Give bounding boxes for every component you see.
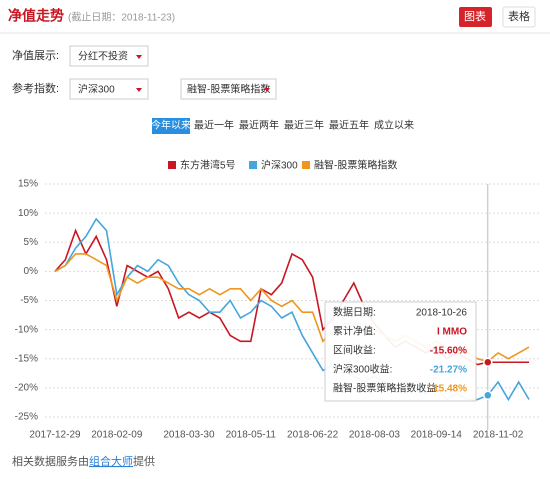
x-tick-label: 2018-06-22 bbox=[287, 430, 339, 441]
index-select-2[interactable] bbox=[180, 78, 277, 100]
y-tick-label: 0% bbox=[24, 266, 39, 277]
tooltip-value: -15.60% bbox=[430, 346, 467, 357]
legend-label: 融智-股票策略指数 bbox=[314, 159, 397, 172]
footer-text: 相关数据服务由组合大师提供 bbox=[12, 454, 155, 468]
y-tick-label: 15% bbox=[18, 179, 38, 190]
x-tick-label: 2017-12-29 bbox=[29, 430, 81, 441]
title: 净值走势 bbox=[8, 8, 64, 24]
tooltip-key: 累计净值: bbox=[333, 325, 376, 338]
y-tick-label: -10% bbox=[15, 324, 38, 335]
tooltip-value: -15.48% bbox=[430, 384, 467, 395]
x-tick-label: 2018-02-09 bbox=[91, 430, 143, 441]
y-tick-label: 5% bbox=[24, 237, 39, 248]
tooltip-value: 2018-10-26 bbox=[416, 308, 468, 319]
index-value-2[interactable]: 融智-股票策略指数 bbox=[187, 83, 270, 96]
footer-text-2: 提供 bbox=[133, 454, 155, 468]
tab[interactable]: 今年以来 bbox=[151, 119, 191, 132]
hover-dot bbox=[483, 357, 493, 367]
x-tick-label: 2018-05-11 bbox=[226, 430, 277, 441]
tooltip-key: 数据日期: bbox=[333, 306, 376, 319]
display-value[interactable]: 分红不投资 bbox=[78, 50, 128, 63]
hover-dot bbox=[483, 390, 493, 401]
y-tick-label: -15% bbox=[15, 353, 38, 364]
tooltip bbox=[324, 301, 477, 402]
tooltip-key: 沪深300收益: bbox=[333, 363, 392, 376]
tab[interactable]: 最近两年 bbox=[239, 119, 279, 132]
index-value[interactable]: 沪深300 bbox=[78, 83, 115, 96]
y-tick-label: 10% bbox=[18, 208, 38, 219]
legend-label: 东方港湾5号 bbox=[180, 159, 236, 172]
tooltip-value: I MMO bbox=[437, 327, 467, 338]
y-tick-label: -20% bbox=[15, 383, 38, 394]
index-label: 参考指数: bbox=[12, 81, 59, 95]
tooltip-value: -21.27% bbox=[430, 365, 467, 376]
y-tick-label: -5% bbox=[20, 295, 38, 306]
table-button-label[interactable]: 表格 bbox=[508, 9, 530, 23]
y-tick-label: -25% bbox=[15, 412, 38, 423]
caret bbox=[264, 88, 270, 92]
tab[interactable]: 成立以来 bbox=[374, 119, 414, 132]
date-note: (截止日期：2018-11-23) bbox=[68, 11, 175, 24]
index-select[interactable] bbox=[69, 78, 149, 100]
display-label: 净值展示: bbox=[12, 48, 59, 62]
tooltip-key: 融智-股票策略指数收益: bbox=[333, 382, 439, 395]
chart-button[interactable] bbox=[459, 7, 492, 27]
legend-swatch bbox=[168, 161, 176, 169]
tab[interactable]: 最近五年 bbox=[329, 119, 369, 132]
display-select[interactable] bbox=[69, 45, 149, 67]
x-tick-label: 2018-08-03 bbox=[349, 430, 401, 441]
tab-active[interactable] bbox=[152, 118, 190, 134]
tooltip-key: 区间收益: bbox=[333, 344, 376, 357]
x-tick-label: 2018-11-02 bbox=[473, 430, 524, 441]
chart-button-label[interactable]: 图表 bbox=[464, 9, 486, 23]
caret bbox=[136, 55, 142, 59]
footer-text-1: 相关数据服务由 bbox=[12, 454, 89, 468]
table-button[interactable] bbox=[502, 6, 536, 28]
legend-label: 沪深300 bbox=[261, 159, 298, 172]
legend-swatch bbox=[249, 161, 257, 169]
legend-swatch bbox=[302, 161, 310, 169]
tab[interactable]: 最近三年 bbox=[284, 119, 324, 132]
footer-link[interactable]: 组合大师 bbox=[89, 454, 133, 468]
tab[interactable]: 最近一年 bbox=[194, 119, 234, 132]
caret bbox=[136, 88, 142, 92]
x-tick-label: 2018-09-14 bbox=[411, 430, 463, 441]
x-tick-label: 2018-03-30 bbox=[163, 430, 215, 441]
